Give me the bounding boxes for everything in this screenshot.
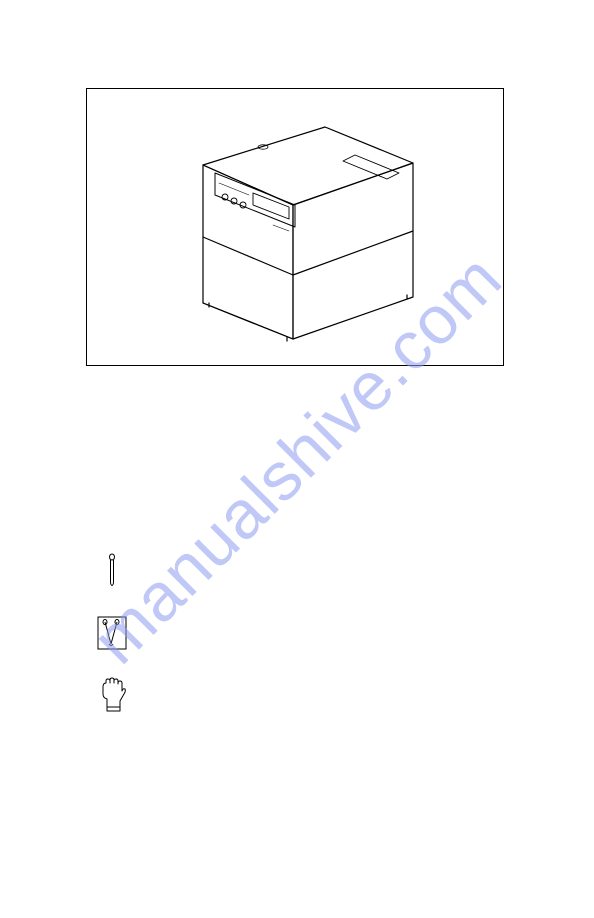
cycle-type-icons [92,554,132,740]
device-illustration [155,107,435,347]
device-figure-frame [86,88,504,366]
glove-icon [92,678,132,712]
instrument-icon [92,554,132,588]
wrapped-icon [92,616,132,650]
